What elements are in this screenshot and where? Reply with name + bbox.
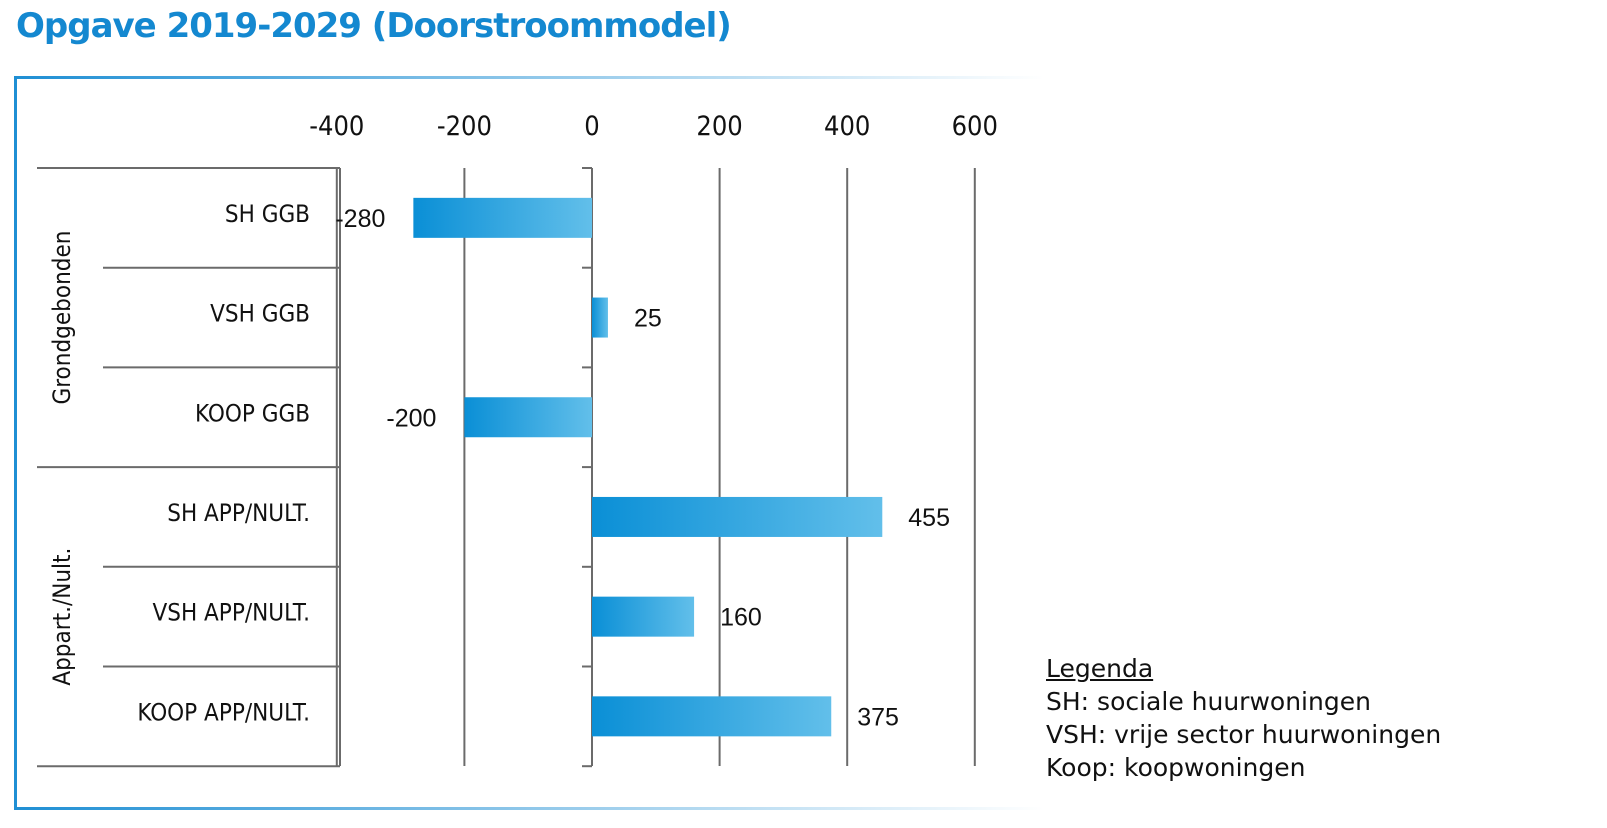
gridlines [335, 168, 976, 766]
x-tick-label: 0 [584, 111, 599, 142]
bar [592, 297, 608, 338]
legend-title: Legenda [1046, 654, 1154, 683]
category-separators [37, 167, 592, 768]
category-label: VSH APP/NULT. [152, 599, 310, 627]
chart-frame [14, 76, 1044, 810]
data-label: 375 [857, 703, 899, 731]
data-label: 25 [634, 305, 662, 333]
group-label: Appart./Nult. [48, 548, 76, 686]
category-label: KOOP APP/NULT. [137, 698, 310, 726]
x-tick-label: -200 [437, 111, 492, 142]
bar [592, 696, 832, 737]
frame-bottom-line [14, 807, 1044, 810]
bar [413, 197, 592, 238]
legend-item: SH: sociale huurwoningen [1046, 687, 1371, 716]
bars [413, 197, 883, 737]
x-tick-label: 400 [824, 111, 870, 142]
category-label: KOOP GGB [195, 399, 310, 427]
data-label: 455 [908, 504, 950, 532]
bar [464, 397, 592, 438]
category-label: SH GGB [225, 200, 310, 228]
legend-item: VSH: vrije sector huurwoningen [1046, 720, 1442, 749]
group-label: Grondgebonden [48, 231, 76, 405]
x-tick-label: -400 [309, 111, 364, 142]
data-label: 160 [720, 604, 762, 632]
page-title: Opgave 2019-2029 (Doorstroommodel) [16, 6, 732, 46]
labels: SH GGB -280 VSH GGB 25 KOOP GGB -200 SH APP/NU… [48, 200, 950, 731]
x-axis-ticks: -400 -200 0 200 400 600 [309, 111, 998, 142]
bar [592, 496, 883, 537]
bar [592, 596, 695, 637]
data-label: -280 [335, 205, 385, 233]
legend-item: Koop: koopwoningen [1046, 753, 1306, 782]
x-tick-label: 600 [952, 111, 998, 142]
data-label: -200 [386, 404, 436, 432]
category-label: SH APP/NULT. [167, 499, 310, 527]
category-label: VSH GGB [210, 300, 310, 328]
frame-top-line [14, 76, 1044, 79]
x-tick-label: 200 [696, 111, 742, 142]
frame-left-line [14, 76, 17, 810]
legend: Legenda SH: sociale huurwoningen VSH: vr… [1046, 652, 1441, 784]
